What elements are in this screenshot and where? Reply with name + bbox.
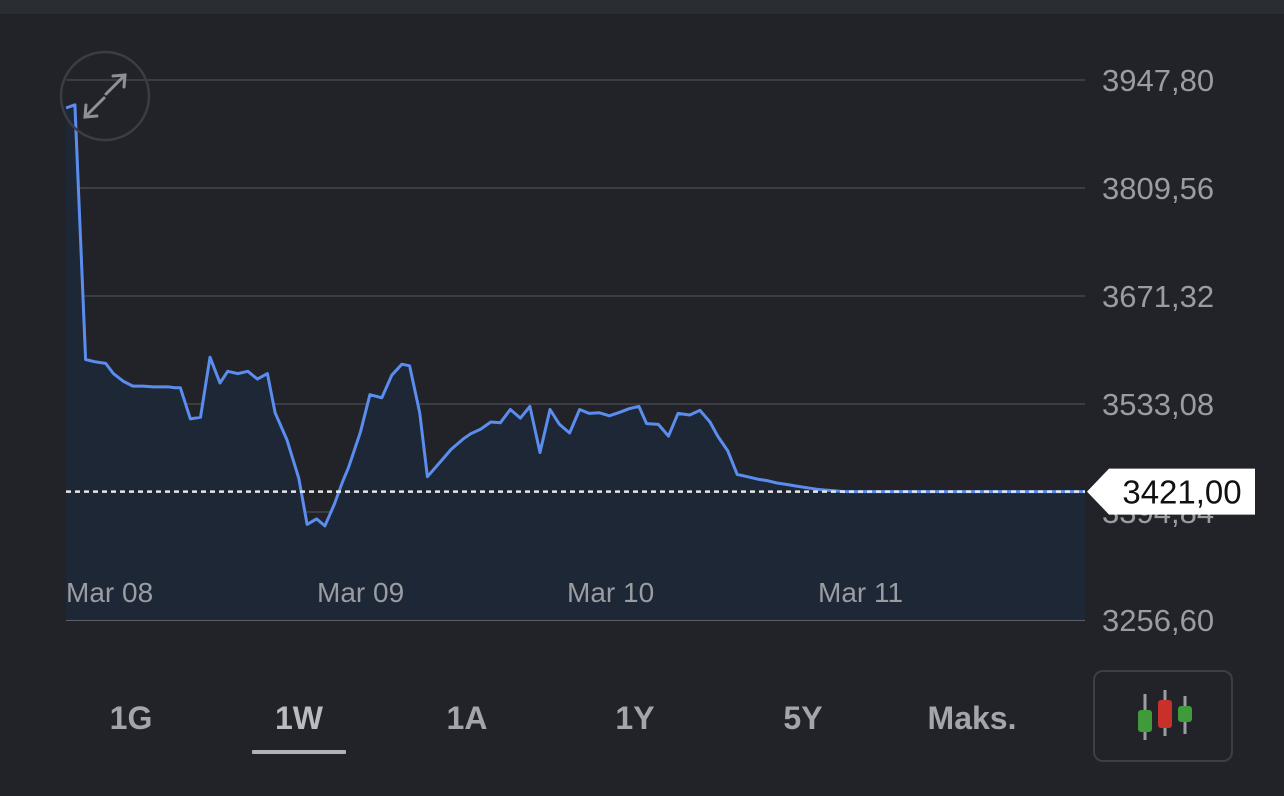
expand-icon — [83, 73, 127, 119]
y-tick-label: 3256,60 — [1102, 603, 1214, 638]
time-range-tabs: 1G 1W 1A 1Y 5Y Maks. — [46, 690, 1086, 754]
y-tick-label: 3671,32 — [1102, 279, 1214, 314]
tab-1y-label: 1Y — [615, 700, 655, 736]
tab-5y[interactable]: 5Y — [748, 690, 858, 750]
tab-1y[interactable]: 1Y — [580, 690, 690, 750]
current-price-badge: 3421,00 — [1087, 468, 1255, 515]
tab-5y-label: 5Y — [783, 700, 823, 736]
active-tab-underline — [252, 750, 346, 754]
current-price-label: 3421,00 — [1122, 474, 1241, 511]
x-tick-label: Mar 08 — [66, 577, 153, 608]
y-tick-label: 3809,56 — [1102, 171, 1214, 206]
x-tick-label: Mar 09 — [317, 577, 404, 608]
expand-button[interactable] — [59, 50, 151, 142]
tab-1w[interactable]: 1W — [244, 690, 354, 754]
tab-1w-label: 1W — [275, 700, 323, 736]
y-axis-labels: 3947,803809,563671,323533,083394,843256,… — [1102, 63, 1214, 638]
tab-1g-label: 1G — [109, 700, 153, 736]
candlestick-toggle-button[interactable] — [1093, 670, 1233, 762]
tab-max-label: Maks. — [927, 700, 1017, 736]
price-area-fill — [66, 104, 1085, 621]
tab-1a-label: 1A — [446, 700, 488, 736]
x-tick-label: Mar 10 — [567, 577, 654, 608]
tab-1g[interactable]: 1G — [76, 690, 186, 750]
top-bar — [0, 0, 1284, 14]
y-tick-label: 3947,80 — [1102, 63, 1214, 98]
tab-1a[interactable]: 1A — [412, 690, 522, 750]
x-axis-labels: Mar 08 Mar 09 Mar 10 Mar 11 — [66, 577, 903, 608]
price-line — [65, 103, 1085, 528]
candlestick-icon — [1138, 690, 1192, 740]
current-price-badge-shape — [1087, 468, 1255, 515]
y-tick-label: 3533,08 — [1102, 387, 1214, 422]
tab-max[interactable]: Maks. — [916, 690, 1028, 750]
x-tick-label: Mar 11 — [818, 577, 903, 608]
price-chart[interactable]: 3947,803809,563671,323533,083394,843256,… — [0, 0, 1284, 660]
